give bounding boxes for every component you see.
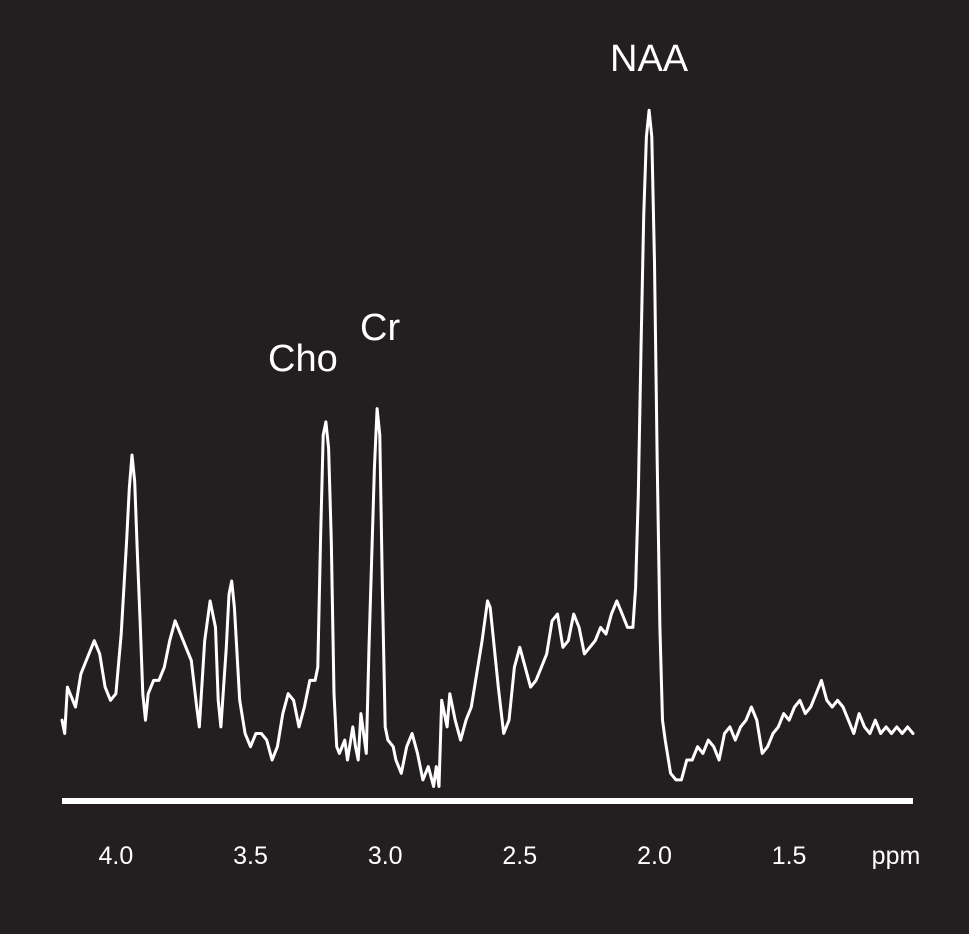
peak-labels: Cho Cr NAA bbox=[268, 38, 689, 380]
x-unit-label: ppm bbox=[872, 842, 921, 870]
x-tick-label: 3.0 bbox=[368, 842, 403, 870]
peak-label-cho: Cho bbox=[268, 338, 338, 380]
x-tick-labels: 4.0 3.5 3.0 2.5 2.0 1.5 bbox=[99, 842, 807, 870]
x-tick-label: 1.5 bbox=[772, 842, 807, 870]
x-tick-label: 2.5 bbox=[502, 842, 537, 870]
peak-label-naa: NAA bbox=[610, 38, 689, 80]
x-tick-label: 4.0 bbox=[99, 842, 134, 870]
x-tick-label: 3.5 bbox=[233, 842, 268, 870]
spectrum-line bbox=[60, 108, 915, 788]
x-tick-label: 2.0 bbox=[637, 842, 672, 870]
peak-label-cr: Cr bbox=[360, 307, 400, 349]
